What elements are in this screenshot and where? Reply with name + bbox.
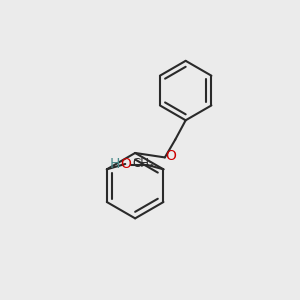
Text: H: H (109, 157, 120, 171)
Text: O: O (120, 157, 131, 171)
Text: CH₃: CH₃ (133, 157, 154, 170)
Text: O: O (165, 149, 176, 163)
